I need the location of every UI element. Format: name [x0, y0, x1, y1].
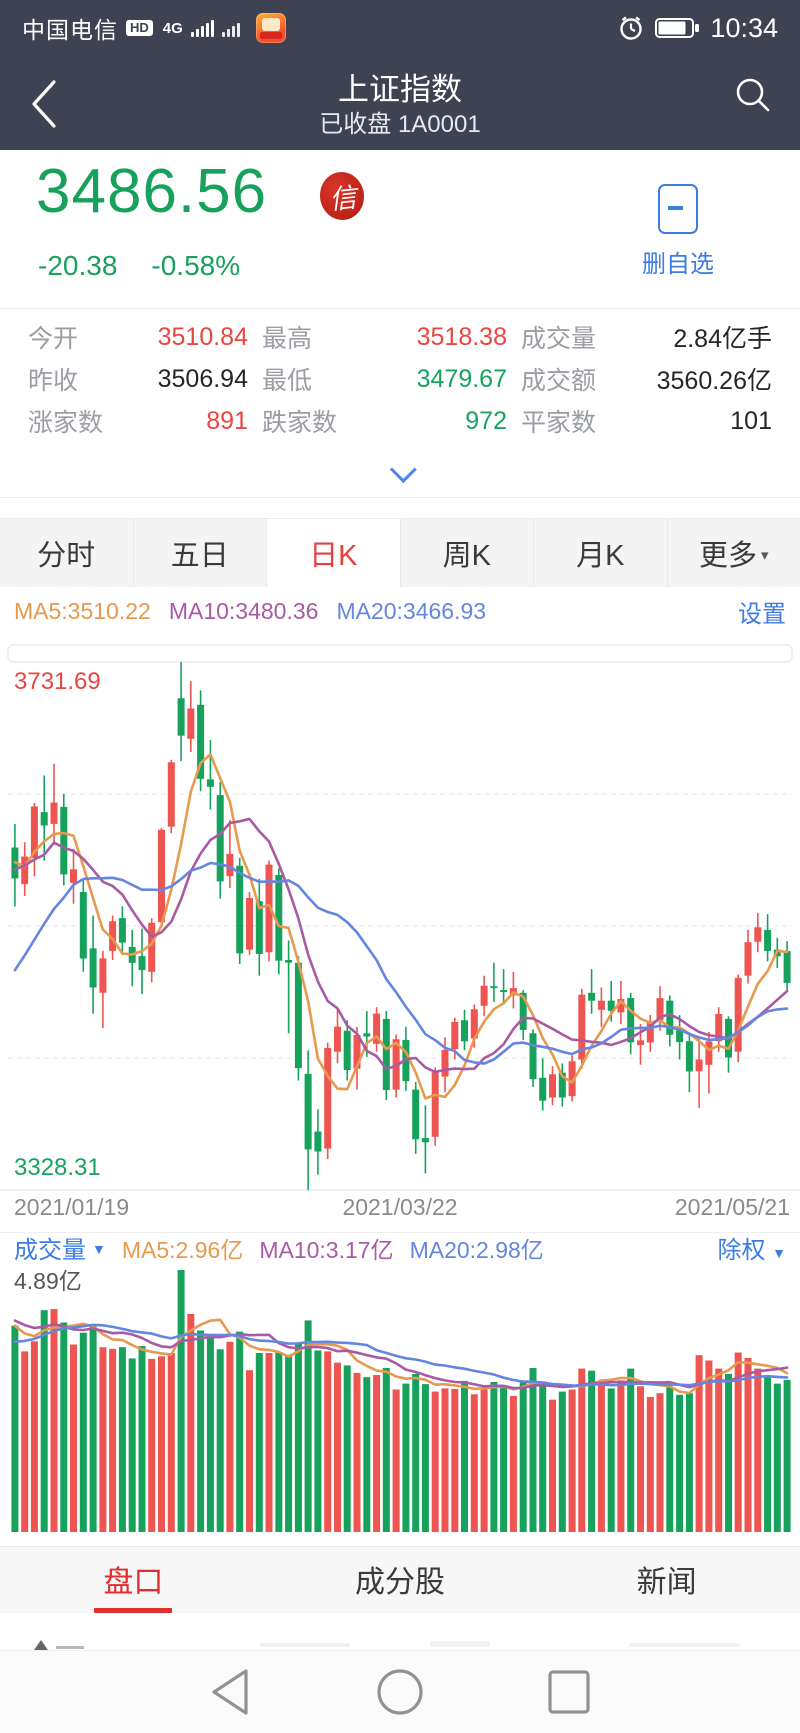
ma20-value: MA20:3466.93	[336, 597, 487, 624]
battery-icon	[655, 18, 700, 38]
volume-max-label: 4.89亿	[14, 1268, 82, 1294]
stat-high: 最高 3518.38	[262, 322, 507, 354]
stat-advancers: 涨家数 891	[28, 406, 248, 438]
alarm-clock-icon	[620, 16, 643, 40]
chart-settings-button[interactable]: 设置	[738, 600, 786, 628]
volume-ma20-value: MA20:2.98亿	[409, 1236, 544, 1263]
volume-indicator-selector[interactable]: 成交量	[14, 1237, 86, 1264]
seal-logo-icon: 信	[316, 169, 368, 223]
signal-bars-icon	[190, 19, 214, 37]
notification-app-icon	[255, 13, 286, 43]
tab-minute[interactable]: 分时	[0, 519, 134, 587]
volume-ma5-value: MA5:2.96亿	[121, 1236, 244, 1263]
nav-back-icon[interactable]	[212, 1669, 248, 1715]
price-change-row: -20.38 -0.58%	[38, 250, 240, 282]
date-tick-middle: 2021/03/22	[342, 1194, 458, 1220]
stat-low: 最低 3479.67	[262, 364, 507, 396]
stat-prev-close: 昨收 3506.94	[28, 364, 248, 396]
cutoff-text-fragment	[630, 1643, 740, 1647]
active-tab-underline	[94, 1608, 173, 1613]
back-icon[interactable]	[28, 76, 62, 132]
price-change: -20.38	[38, 250, 118, 281]
caret-down-icon: ▼	[772, 1245, 786, 1261]
stat-volume: 成交量 2.84亿手	[521, 325, 772, 353]
network-type-label: 4G	[162, 19, 183, 37]
signal-bars-icon-2	[221, 19, 240, 37]
kline-chart[interactable]	[0, 634, 800, 1192]
remove-watchlist-button[interactable]: 删自选	[618, 184, 738, 279]
divider	[0, 308, 800, 309]
caret-down-icon: ▼	[92, 1241, 106, 1257]
ma5-value: MA5:3510.22	[14, 597, 151, 624]
volume-chart-section: 4.89亿	[0, 1262, 800, 1542]
bottom-tab-bar: 盘口 成分股 新闻	[0, 1546, 800, 1613]
cutoff-text-fragment	[260, 1643, 350, 1647]
tab-monthly-k[interactable]: 月K	[534, 519, 668, 587]
tab-weekly-k[interactable]: 周K	[401, 519, 534, 587]
expand-details-button[interactable]	[0, 448, 800, 496]
period-tab-bar: 分时 五日 日K 周K 月K 更多 ▾	[0, 518, 800, 587]
current-price: 3486.56	[36, 157, 268, 226]
kline-min-label: 3328.31	[14, 1154, 101, 1181]
ma-header-row: MA5:3510.22 MA10:3480.36 MA20:3466.93 设置	[0, 590, 800, 632]
kline-max-label: 3731.69	[14, 668, 101, 695]
tab-more[interactable]: 更多 ▾	[698, 540, 769, 572]
quote-section: 3486.56 信 -20.38 -0.58% 删自选	[0, 150, 800, 308]
hd-badge: HD	[126, 20, 153, 36]
price-change-percent: -0.58%	[151, 250, 241, 281]
date-tick-start: 2021/01/19	[14, 1194, 130, 1220]
stats-grid: 今开 3510.84 最高 3518.38 成交量 2.84亿手 昨收 3506.94 …	[0, 312, 800, 444]
tab-five-day[interactable]: 五日	[134, 519, 267, 587]
status-left: 中国电信 HD 4G	[22, 11, 286, 45]
remove-watchlist-label: 删自选	[642, 251, 714, 278]
up-triangle-icon	[34, 1640, 48, 1650]
stat-open: 今开 3510.84	[28, 322, 248, 354]
date-tick-end: 2021/05/21	[674, 1194, 790, 1220]
divider	[0, 497, 800, 498]
status-right: 10:34	[616, 13, 778, 44]
stat-decliners: 跌家数 972	[262, 406, 507, 438]
tab-daily-k[interactable]: 日K	[267, 519, 401, 587]
tab-news[interactable]: 新闻	[636, 1566, 697, 1599]
android-nav-bar	[0, 1650, 800, 1733]
cutoff-text-fragment	[56, 1646, 84, 1649]
market-status: 已收盘	[319, 111, 392, 138]
stat-turnover: 成交额 3560.26亿	[521, 367, 772, 395]
tab-constituents[interactable]: 成分股	[355, 1566, 445, 1599]
status-bar: 中国电信 HD 4G	[0, 0, 800, 56]
stat-unchanged: 平家数 101	[521, 406, 772, 438]
adjust-rights-selector[interactable]: 除权 ▼	[717, 1237, 786, 1264]
carrier-label: 中国电信	[22, 17, 118, 43]
chevron-down-icon	[389, 455, 417, 483]
volume-chart[interactable]	[0, 1262, 800, 1542]
date-axis: 2021/01/19 2021/03/22 2021/05/21	[0, 1194, 800, 1228]
cutoff-text-fragment	[430, 1641, 490, 1647]
index-code: 1A0001	[397, 111, 481, 138]
top-dark-area: 中国电信 HD 4G	[0, 0, 800, 150]
caret-down-icon: ▾	[760, 547, 769, 564]
page-title: 上证指数	[338, 72, 462, 107]
minus-box-icon	[658, 184, 698, 234]
app-header: 上证指数 已收盘 1A0001	[0, 56, 800, 150]
volume-header-row: 成交量 ▼ MA5:2.96亿 MA10:3.17亿 MA20:2.98亿 除权…	[0, 1232, 800, 1264]
nav-home-icon[interactable]	[377, 1669, 423, 1715]
volume-ma10-value: MA10:3.17亿	[259, 1236, 394, 1263]
cutoff-content-strip	[0, 1613, 800, 1650]
clock-time: 10:34	[710, 12, 778, 43]
tab-order-book[interactable]: 盘口	[0, 1547, 267, 1613]
nav-recents-icon[interactable]	[548, 1670, 590, 1714]
search-icon[interactable]	[732, 74, 774, 116]
market-status-and-code: 已收盘 1A0001	[0, 104, 800, 139]
ma10-value: MA10:3480.36	[168, 597, 319, 624]
kline-chart-section: 3731.69 3328.31	[0, 634, 800, 1192]
